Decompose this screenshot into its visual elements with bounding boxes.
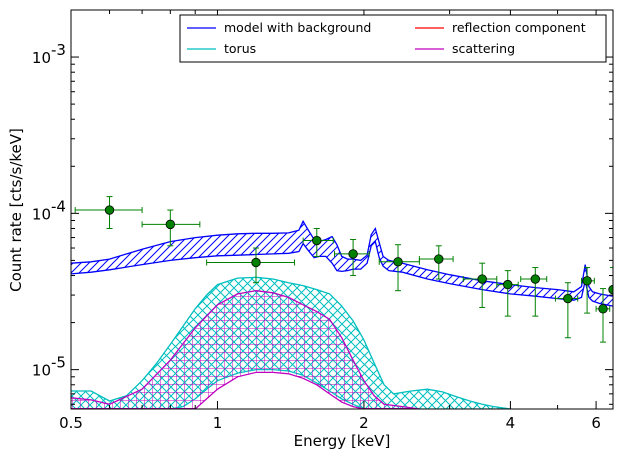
data-point (74, 196, 143, 229)
data-point (378, 244, 420, 292)
data-marker (312, 235, 322, 246)
model-band-upper (71, 219, 613, 297)
y-tick-exponent: -3 (51, 41, 66, 59)
data-marker (104, 205, 115, 215)
y-tick-exponent: -4 (51, 197, 66, 215)
torus-band-upper (71, 276, 511, 409)
axis-ticks: 0.5 1 2 4 610-510-410-3 (32, 9, 613, 432)
y-tick-label: 10 (32, 362, 51, 380)
legend-label-reflection: reflection component (452, 20, 586, 35)
data-marker (598, 304, 608, 314)
y-tick-exponent: -5 (51, 354, 66, 372)
model-band-fill (71, 221, 613, 307)
legend-label-scattering: scattering (452, 41, 515, 56)
data-point (520, 267, 548, 317)
data-point (554, 282, 579, 339)
data-marker (582, 276, 592, 286)
legend-label-model: model with background (224, 20, 371, 35)
scattering-band-lower (71, 371, 420, 409)
x-tick-label: 4 (506, 414, 516, 432)
data-point (141, 209, 201, 247)
legend: model with background reflection compone… (179, 14, 607, 63)
data-marker (530, 274, 540, 284)
data-point (302, 227, 334, 257)
x-axis-label: Energy [keV] (294, 432, 391, 450)
y-axis-label: Count rate [cts/s/keV] (7, 128, 25, 292)
data-point (496, 270, 519, 317)
data-marker (251, 257, 261, 268)
data-point (418, 245, 454, 280)
data-point (206, 247, 296, 284)
data-marker (165, 219, 176, 230)
x-tick-label: 1 (213, 414, 223, 432)
data-marker (503, 279, 513, 290)
data-points (74, 196, 613, 409)
data-point (334, 239, 370, 277)
data-point (608, 267, 613, 409)
x-tick-label: 2 (359, 414, 369, 432)
legend-label-torus: torus (224, 41, 256, 56)
scattering-band-upper (71, 290, 420, 409)
plot-frame (70, 9, 614, 410)
data-marker (477, 274, 487, 284)
data-marker (434, 254, 444, 264)
data-marker (608, 284, 613, 295)
y-tick-label: 10 (32, 205, 51, 223)
data-marker (348, 249, 358, 259)
y-tick-label: 10 (32, 49, 51, 67)
data-point (595, 288, 611, 343)
data-point (581, 267, 595, 314)
x-tick-label: 0.5 (59, 414, 83, 432)
data-marker (393, 257, 403, 267)
scattering-band-fill (71, 290, 420, 409)
x-tick-label: 6 (591, 414, 601, 432)
data-marker (563, 293, 573, 304)
legend-box (179, 14, 607, 63)
data-point (462, 262, 498, 308)
